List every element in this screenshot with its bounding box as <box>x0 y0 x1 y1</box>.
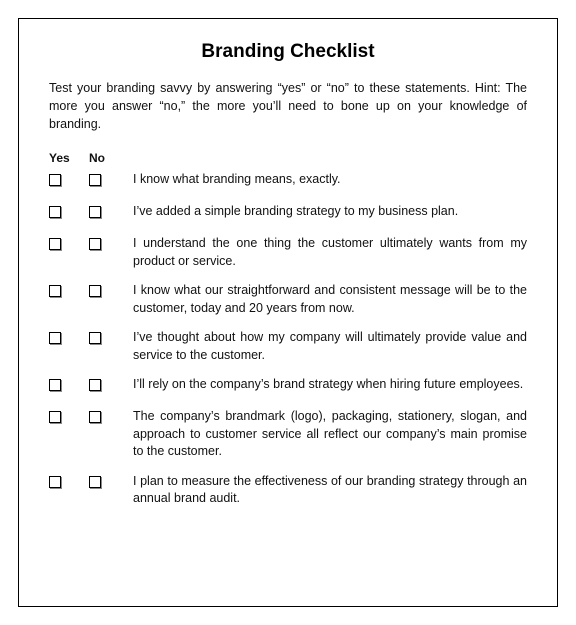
statement-text: I plan to measure the effectiveness of o… <box>129 473 527 508</box>
no-column <box>89 171 129 191</box>
checkbox-no[interactable] <box>89 411 101 423</box>
checkbox-yes[interactable] <box>49 476 61 488</box>
checkbox-yes[interactable] <box>49 206 61 218</box>
yes-column <box>49 203 89 223</box>
checkbox-yes[interactable] <box>49 285 61 297</box>
page-title: Branding Checklist <box>49 41 527 63</box>
no-column <box>89 408 129 428</box>
statement-text: I’ve thought about how my company will u… <box>129 329 527 364</box>
checklist-rows: I know what branding means, exactly. I’ve… <box>49 171 527 508</box>
checklist-row: The company’s brandmark (logo), packagin… <box>49 408 527 461</box>
checkbox-no[interactable] <box>89 476 101 488</box>
intro-text: Test your branding savvy by answering “y… <box>49 79 527 133</box>
statement-text: I know what our straightforward and cons… <box>129 282 527 317</box>
checklist-row: I’ll rely on the company’s brand strateg… <box>49 376 527 396</box>
checklist-row: I know what our straightforward and cons… <box>49 282 527 317</box>
yes-column <box>49 282 89 302</box>
checkbox-no[interactable] <box>89 332 101 344</box>
no-column <box>89 473 129 493</box>
statement-text: I understand the one thing the customer … <box>129 235 527 270</box>
checkbox-yes[interactable] <box>49 411 61 423</box>
checklist-container: Branding Checklist Test your branding sa… <box>18 18 558 607</box>
checkbox-no[interactable] <box>89 206 101 218</box>
column-header-yes: Yes <box>49 151 89 165</box>
checklist-row: I’ve added a simple branding strategy to… <box>49 203 527 223</box>
checkbox-yes[interactable] <box>49 174 61 186</box>
checkbox-yes[interactable] <box>49 238 61 250</box>
column-header-no: No <box>89 151 129 165</box>
yes-column <box>49 473 89 493</box>
checklist-row: I know what branding means, exactly. <box>49 171 527 191</box>
no-column <box>89 376 129 396</box>
checkbox-no[interactable] <box>89 285 101 297</box>
column-header-row: Yes No <box>49 151 527 165</box>
yes-column <box>49 235 89 255</box>
checkbox-yes[interactable] <box>49 332 61 344</box>
yes-column <box>49 376 89 396</box>
checkbox-no[interactable] <box>89 379 101 391</box>
statement-text: The company’s brandmark (logo), packagin… <box>129 408 527 461</box>
no-column <box>89 329 129 349</box>
yes-column <box>49 171 89 191</box>
checklist-row: I understand the one thing the customer … <box>49 235 527 270</box>
statement-text: I’ve added a simple branding strategy to… <box>129 203 527 221</box>
no-column <box>89 235 129 255</box>
no-column <box>89 282 129 302</box>
yes-column <box>49 329 89 349</box>
yes-column <box>49 408 89 428</box>
checkbox-no[interactable] <box>89 238 101 250</box>
statement-text: I’ll rely on the company’s brand strateg… <box>129 376 527 394</box>
checkbox-yes[interactable] <box>49 379 61 391</box>
statement-text: I know what branding means, exactly. <box>129 171 527 189</box>
checklist-row: I’ve thought about how my company will u… <box>49 329 527 364</box>
no-column <box>89 203 129 223</box>
checkbox-no[interactable] <box>89 174 101 186</box>
checklist-row: I plan to measure the effectiveness of o… <box>49 473 527 508</box>
